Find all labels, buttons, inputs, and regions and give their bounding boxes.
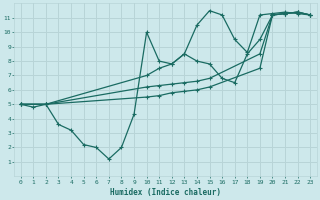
X-axis label: Humidex (Indice chaleur): Humidex (Indice chaleur) — [110, 188, 221, 197]
